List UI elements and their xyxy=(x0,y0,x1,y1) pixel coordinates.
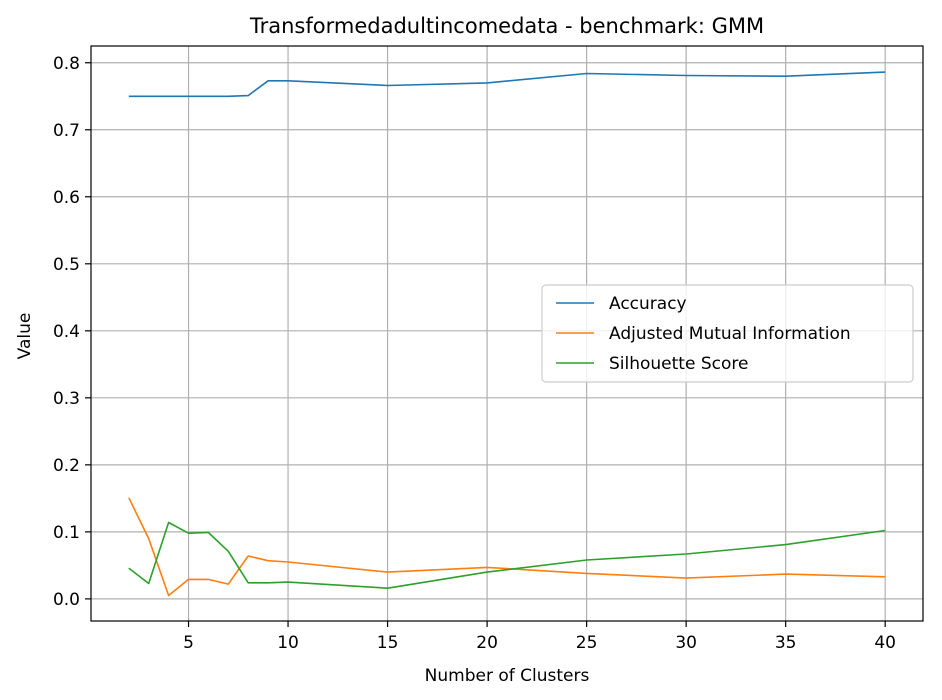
y-tick-label: 0.2 xyxy=(53,456,80,476)
x-tick-label: 15 xyxy=(377,633,399,653)
x-axis-label: Number of Clusters xyxy=(425,666,590,686)
x-tick-label: 5 xyxy=(183,633,194,653)
plot-frame xyxy=(90,45,924,622)
legend: Accuracy Adjusted Mutual Information Silho… xyxy=(541,284,914,383)
y-tick-label: 0.1 xyxy=(53,523,80,543)
x-tick-label: 25 xyxy=(576,633,598,653)
series-line-accuracy xyxy=(128,71,886,98)
y-axis-label: Value xyxy=(15,313,35,360)
chart-title: Transformedadultincomedata - benchmark: … xyxy=(249,14,764,38)
x-tick-label: 10 xyxy=(277,633,299,653)
series-line-silhouette-score xyxy=(128,521,886,590)
legend-box xyxy=(541,284,914,383)
series-lines xyxy=(128,71,886,597)
x-axis-ticks: 5 10 15 20 25 30 35 40 xyxy=(183,621,896,653)
legend-label-silhouette-score: Silhouette Score xyxy=(609,354,748,374)
x-tick-label: 40 xyxy=(874,633,896,653)
y-tick-label: 0.8 xyxy=(53,54,80,74)
y-axis-ticks: 0.0 0.1 0.2 0.3 0.4 0.5 0.6 0.7 0.8 xyxy=(53,54,91,610)
legend-label-accuracy: Accuracy xyxy=(609,294,687,314)
y-tick-label: 0.4 xyxy=(53,322,80,342)
x-tick-label: 20 xyxy=(476,633,498,653)
legend-label-adjusted-mutual-information: Adjusted Mutual Information xyxy=(609,324,851,344)
y-tick-label: 0.5 xyxy=(53,255,80,275)
x-tick-label: 30 xyxy=(675,633,697,653)
x-tick-label: 35 xyxy=(775,633,797,653)
y-tick-label: 0.0 xyxy=(53,590,80,610)
series-line-adjusted-mutual-information xyxy=(128,497,886,597)
y-tick-label: 0.6 xyxy=(53,188,80,208)
y-tick-label: 0.3 xyxy=(53,389,80,409)
y-tick-label: 0.7 xyxy=(53,121,80,141)
